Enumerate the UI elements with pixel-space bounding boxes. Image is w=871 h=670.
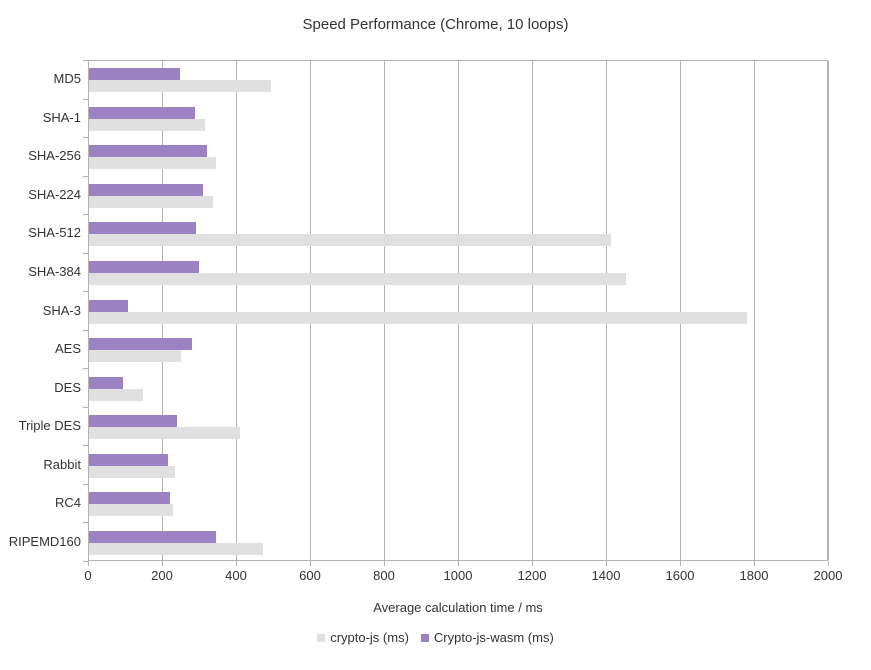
- y-tick-mark: [83, 445, 88, 446]
- x-tick-mark: [236, 561, 237, 566]
- y-tick-mark: [83, 214, 88, 215]
- y-tick-mark: [83, 484, 88, 485]
- gridline-200: [162, 61, 163, 560]
- bar-crypto-js-RIPEMD160: [89, 542, 264, 555]
- category-label: SHA-256: [28, 148, 81, 164]
- bar-crypto-js-Rabbit: [89, 465, 176, 478]
- x-tick-label: 1800: [739, 568, 769, 583]
- x-tick-label: 400: [225, 568, 247, 583]
- x-tick-label: 800: [373, 568, 395, 583]
- y-tick-mark: [83, 561, 88, 562]
- legend-label: crypto-js (ms): [330, 630, 409, 645]
- x-tick-mark: [310, 561, 311, 566]
- category-label: Triple DES: [18, 418, 81, 434]
- gridline-600: [310, 61, 311, 560]
- x-axis-labels: 0 200 400 600 800 1000 1200 1400 1600 1800 2000: [0, 568, 871, 583]
- bar-crypto-js-Triple DES: [89, 427, 240, 440]
- x-tick-label: 1000: [443, 568, 473, 583]
- bar-crypto-js-wasm-SHA-224: [89, 183, 204, 196]
- chart-title: Speed Performance (Chrome, 10 loops): [302, 16, 569, 33]
- legend-item-crypto-js-ms-: crypto-js (ms): [317, 630, 409, 645]
- category-label: Rabbit: [43, 456, 81, 472]
- y-tick-mark: [83, 330, 88, 331]
- x-tick-mark: [532, 561, 533, 566]
- x-tick-mark: [828, 561, 829, 566]
- bar-crypto-js-SHA-384: [89, 273, 626, 285]
- bar-crypto-js-SHA-3: [89, 311, 747, 324]
- category-label: SHA-3: [42, 302, 81, 318]
- y-tick-mark: [83, 176, 88, 177]
- bar-crypto-js-AES: [89, 350, 181, 362]
- legend: crypto-js (ms) Crypto-js-wasm (ms): [0, 630, 871, 645]
- legend-item-crypto-js-wasm-ms-: Crypto-js-wasm (ms): [420, 630, 554, 645]
- x-tick-mark: [384, 561, 385, 566]
- gridline-1200: [532, 61, 533, 560]
- x-tick-mark: [458, 561, 459, 566]
- bar-crypto-js-wasm-SHA-1: [89, 106, 196, 119]
- x-tick-mark: [88, 561, 89, 566]
- y-tick-mark: [83, 99, 88, 100]
- legend-swatch: [317, 633, 326, 642]
- bar-crypto-js-wasm-MD5: [89, 68, 180, 81]
- bar-crypto-js-wasm-DES: [89, 376, 123, 389]
- legend-swatch: [420, 633, 429, 642]
- x-tick-mark: [606, 561, 607, 566]
- category-label: SHA-1: [42, 109, 81, 125]
- y-tick-mark: [83, 522, 88, 523]
- x-tick-label: 1400: [591, 568, 621, 583]
- y-tick-mark: [83, 368, 88, 369]
- y-tick-mark: [83, 291, 88, 292]
- category-label: SHA-512: [28, 225, 81, 241]
- x-tick-label: 2000: [813, 568, 843, 583]
- bar-crypto-js-DES: [89, 388, 144, 401]
- x-tick-label: 600: [299, 568, 321, 583]
- y-tick-mark: [83, 60, 88, 61]
- bar-crypto-js-wasm-RIPEMD160: [89, 530, 217, 543]
- gridline-2000: [828, 61, 829, 560]
- x-tick-mark: [162, 561, 163, 566]
- gridline-1800: [754, 61, 755, 560]
- category-label: AES: [54, 341, 81, 356]
- bar-crypto-js-SHA-256: [89, 157, 216, 170]
- bar-crypto-js-wasm-AES: [89, 338, 192, 350]
- bar-crypto-js-wasm-SHA-512: [89, 222, 196, 235]
- y-tick-mark: [83, 137, 88, 138]
- bar-crypto-js-wasm-Rabbit: [89, 453, 168, 466]
- bar-crypto-js-wasm-SHA-3: [89, 299, 128, 312]
- gridline-1600: [680, 61, 681, 560]
- legend-label: Crypto-js-wasm (ms): [433, 630, 554, 645]
- x-tick-mark: [754, 561, 755, 566]
- bar-crypto-js-SHA-224: [89, 195, 213, 208]
- category-label: DES: [54, 379, 81, 395]
- category-label: RIPEMD160: [8, 533, 81, 549]
- gridline-1000: [458, 61, 459, 560]
- category-label: SHA-384: [28, 264, 81, 279]
- bar-crypto-js-MD5: [89, 80, 271, 93]
- bar-crypto-js-SHA-1: [89, 118, 206, 131]
- x-tick-label: 200: [151, 568, 173, 583]
- y-axis-labels: MD5 SHA-1 SHA-256 SHA-224 SHA-512 SHA-384 SHA-…: [0, 60, 81, 561]
- plot-area: [88, 60, 829, 561]
- gridline-400: [236, 61, 237, 560]
- x-tick-label: 0: [84, 568, 92, 583]
- x-tick-label: 1600: [665, 568, 695, 583]
- x-axis-title: Average calculation time / ms: [373, 600, 543, 615]
- bar-crypto-js-wasm-Triple DES: [89, 415, 178, 428]
- gridline-800: [384, 61, 385, 560]
- x-tick-mark: [680, 561, 681, 566]
- bar-crypto-js-wasm-SHA-256: [89, 145, 207, 158]
- x-tick-label: 1200: [517, 568, 547, 583]
- y-tick-mark: [83, 253, 88, 254]
- bar-crypto-js-SHA-512: [89, 234, 612, 247]
- category-label: MD5: [53, 71, 81, 87]
- y-tick-mark: [83, 407, 88, 408]
- bar-crypto-js-RC4: [89, 504, 173, 517]
- gridline-1400: [606, 61, 607, 560]
- category-label: RC4: [54, 495, 81, 511]
- category-label: SHA-224: [28, 186, 81, 202]
- bar-crypto-js-wasm-RC4: [89, 492, 170, 505]
- bar-crypto-js-wasm-SHA-384: [89, 261, 200, 273]
